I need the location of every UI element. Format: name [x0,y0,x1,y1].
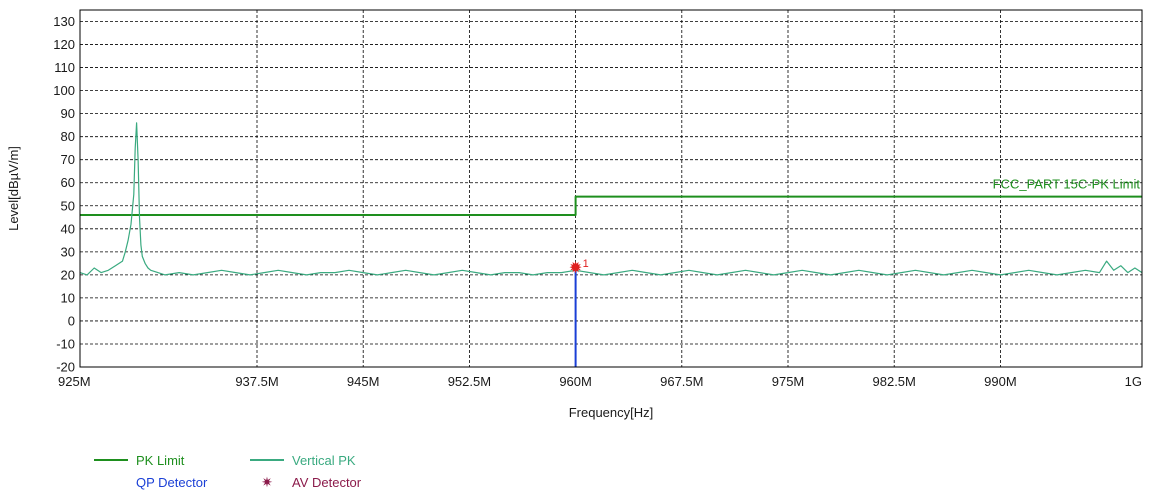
y-tick-label: 120 [53,37,75,52]
grid-lines [80,10,1142,368]
series-line-vertical-pk [79,122,1143,276]
legend-item-vertical-pk: Vertical PK [250,450,356,470]
x-tick-label: 960M [559,374,592,389]
y-tick-label: 130 [53,14,75,29]
x-tick-label: 945M [347,374,380,389]
y-tick-label: 110 [54,60,75,75]
y-tick-label: 20 [61,267,75,282]
y-tick-label: -10 [56,336,75,351]
y-tick-label: 60 [61,175,75,190]
x-tick-label: 990M [984,374,1017,389]
x-tick-label: 952.5M [448,374,491,389]
y-tick-label: -20 [56,360,75,375]
x-tick-label: 1G [1125,374,1142,389]
y-tick-label: 40 [61,221,75,236]
x-tick-label: 937.5M [235,374,278,389]
y-tick-label: 10 [61,290,75,305]
series-line-pk-limit [80,195,1142,216]
x-tick-label: 925M [58,374,91,389]
legend-swatch-vertical-pk [250,459,284,461]
y-tick-label: 0 [68,313,75,328]
series-group [79,122,1143,276]
y-tick-label: 80 [61,129,75,144]
y-axis-label: Level[dBµV/m] [6,146,21,231]
legend-item-qp-detector: QP Detector [94,472,207,492]
legend-item-av-detector: ✷ AV Detector [250,472,361,492]
markers-group: ✹ 1 [569,258,589,367]
legend-label-av-detector: AV Detector [292,474,362,490]
marker-star-icon: ✹ [569,258,582,277]
y-tick-label: 50 [61,198,75,213]
x-tick-label: 982.5M [873,374,916,389]
legend-star-icon: ✷ [261,473,273,490]
legend: PK Limit Vertical PK QP Detector ✷ AV De… [94,450,514,496]
x-tick-labels: 925M 937.5M 945M 952.5M 960M 967.5M 975M 982.5M… [58,374,1142,389]
legend-label-vertical-pk: Vertical PK [292,452,356,468]
x-axis-label: Frequency[Hz] [569,405,654,420]
y-tick-label: 90 [61,106,75,121]
legend-label-pk-limit: PK Limit [136,452,185,468]
y-tick-label: 70 [61,152,75,167]
legend-label-qp-detector: QP Detector [136,474,208,490]
x-tick-label: 967.5M [660,374,703,389]
plot-frame [79,9,1143,368]
x-tick-label: 975M [772,374,805,389]
legend-item-pk-limit: PK Limit [94,450,184,470]
limit-line-label: FCC_PART 15C-PK Limit [993,177,1141,192]
legend-swatch-pk-limit [94,459,128,461]
marker-label: 1 [583,258,589,270]
y-tick-label: 100 [53,83,75,98]
y-tick-label: 30 [61,244,75,259]
